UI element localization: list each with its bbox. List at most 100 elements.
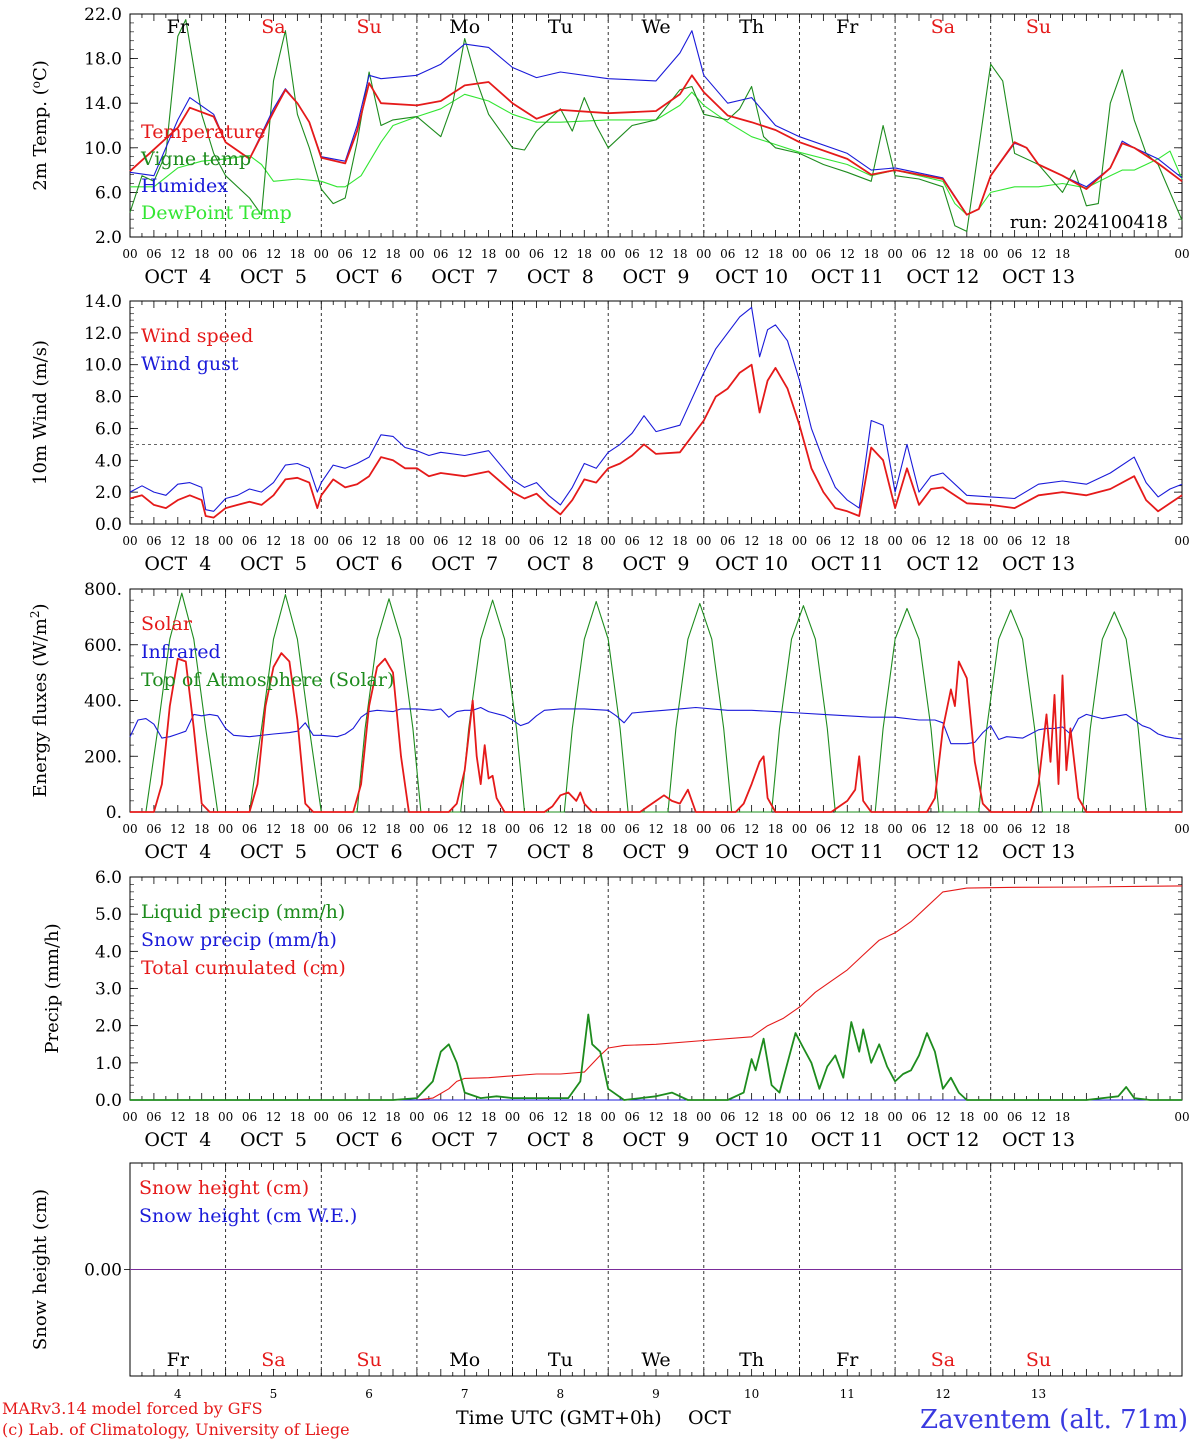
hour-tick-label: 12 (553, 1110, 568, 1124)
hour-tick-label: 12 (935, 822, 950, 836)
hour-tick-label: 06 (242, 822, 257, 836)
day-number: 9 (652, 1387, 660, 1401)
hour-tick-label: 12 (935, 247, 950, 261)
y-tick-label: 12.0 (84, 324, 122, 344)
y-tick-label: 0.00 (84, 1261, 122, 1281)
hour-tick-label: 12 (170, 1110, 185, 1124)
hour-tick-label: 06 (624, 534, 639, 548)
y-tick-label: 800. (84, 580, 122, 600)
legend-entry: DewPoint Temp (141, 202, 292, 224)
date-label: OCT 10 (715, 266, 788, 288)
legend-entry: Wind speed (141, 325, 253, 347)
hour-tick-label: 00 (601, 534, 616, 548)
hour-tick-label: 12 (361, 534, 376, 548)
hour-tick-label: 00 (696, 1110, 711, 1124)
hour-tick-label: 00 (887, 247, 902, 261)
y-tick-label: 6.0 (95, 868, 122, 888)
hour-tick-label: 06 (338, 534, 353, 548)
hour-tick-label: 06 (1007, 534, 1022, 548)
y-axis-label: Precip (mm/h) (42, 923, 63, 1053)
hour-tick-label: 18 (481, 822, 496, 836)
hour-tick-label: 12 (744, 534, 759, 548)
legend-entry: Liquid precip (mm/h) (141, 901, 345, 923)
day-label: Mo (449, 1349, 480, 1371)
series-line (129, 19, 1183, 232)
hour-tick-label: 00 (218, 1110, 233, 1124)
legend-entry: Infrared (141, 641, 221, 663)
day-number: 13 (1031, 1387, 1046, 1401)
hour-tick-label: 12 (1031, 1110, 1046, 1124)
hour-tick-label: 18 (864, 822, 879, 836)
hour-tick-label: 00 (122, 1110, 137, 1124)
hour-tick-label: 06 (433, 534, 448, 548)
hour-tick-label: 06 (816, 1110, 831, 1124)
hour-tick-label: 18 (194, 247, 209, 261)
hour-tick-label: 18 (672, 534, 687, 548)
hour-tick-label: 00 (314, 247, 329, 261)
hour-tick-label: 00 (218, 534, 233, 548)
hour-tick-label: 12 (361, 822, 376, 836)
hour-tick-label: 00 (696, 822, 711, 836)
hour-tick-label: 06 (911, 822, 926, 836)
hour-tick-label: 12 (457, 534, 472, 548)
day-number: 8 (557, 1387, 565, 1401)
y-tick-label: 0. (106, 803, 122, 823)
y-tick-label: 4.0 (95, 451, 122, 471)
hour-tick-label: 12 (266, 822, 281, 836)
y-tick-label: 2.0 (95, 228, 122, 248)
date-label: OCT 10 (715, 841, 788, 863)
hour-tick-label: 00 (218, 822, 233, 836)
hour-tick-label: 06 (242, 534, 257, 548)
lab-credit: (c) Lab. of Climatology, University of L… (2, 1420, 350, 1439)
hour-tick-label: 12 (170, 822, 185, 836)
hour-tick-label: 12 (840, 247, 855, 261)
y-axis-label: Snow height (cm) (30, 1189, 51, 1350)
hour-tick-label: 18 (1055, 247, 1070, 261)
legend-entry: Snow height (cm W.E.) (139, 1205, 357, 1227)
series-line (129, 306, 1183, 512)
hour-tick-label: 00 (505, 534, 520, 548)
hour-tick-label: 06 (338, 822, 353, 836)
plot-frame (129, 300, 1183, 525)
legend-entry: Vigne temp (140, 148, 251, 170)
series-line (130, 1013, 1182, 1101)
y-axis-label: 2m Temp. (oC) (29, 60, 51, 191)
hour-tick-label: 18 (959, 247, 974, 261)
legend-entry: Temperature (141, 121, 265, 143)
date-label: OCT 9 (623, 553, 690, 575)
date-label: OCT 12 (906, 266, 979, 288)
hour-tick-label: 12 (266, 247, 281, 261)
hour-tick-label: 12 (648, 822, 663, 836)
hour-tick-label: 12 (553, 247, 568, 261)
hour-tick-label: 00 (1174, 822, 1189, 836)
hour-tick-label: 12 (648, 534, 663, 548)
hour-tick-label: 12 (744, 247, 759, 261)
hour-tick-label: 12 (361, 247, 376, 261)
hour-tick-label: 12 (457, 247, 472, 261)
hour-tick-label: 12 (1031, 247, 1046, 261)
y-tick-label: 0.0 (95, 515, 122, 535)
hour-tick-label: 18 (864, 1110, 879, 1124)
day-label: Sa (261, 16, 285, 38)
day-number: 4 (174, 1387, 182, 1401)
hour-tick-label: 00 (696, 534, 711, 548)
hour-tick-label: 00 (409, 822, 424, 836)
date-label: OCT 5 (240, 553, 307, 575)
date-label: OCT 13 (1002, 841, 1075, 863)
date-label: OCT 8 (527, 553, 594, 575)
hour-tick-label: 12 (457, 1110, 472, 1124)
hour-tick-label: 18 (1055, 534, 1070, 548)
series-line (129, 74, 1183, 216)
day-label: Su (1026, 16, 1051, 38)
hour-tick-label: 00 (409, 534, 424, 548)
hour-tick-label: 06 (146, 534, 161, 548)
hour-tick-label: 12 (266, 534, 281, 548)
day-label: Fr (836, 1349, 859, 1371)
date-label: OCT 8 (527, 1129, 594, 1151)
date-label: OCT 7 (431, 266, 498, 288)
day-label: Tu (548, 16, 573, 38)
hour-tick-label: 12 (648, 1110, 663, 1124)
hour-tick-label: 00 (792, 822, 807, 836)
hour-tick-label: 00 (601, 247, 616, 261)
